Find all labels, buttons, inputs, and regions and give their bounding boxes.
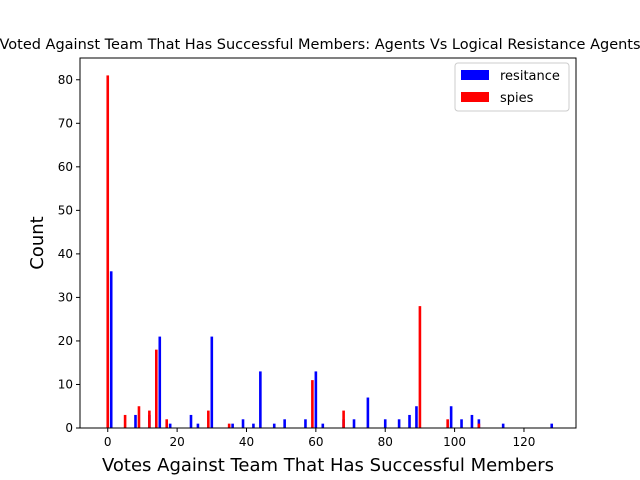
y-tick-label: 60: [58, 160, 73, 174]
bar-resitance: [241, 419, 245, 428]
y-axis-ticks: 0 10 20 30 40 50 60 70 80: [58, 73, 80, 435]
chart-title: Voted Against Team That Has Successful M…: [0, 37, 640, 53]
legend-swatch-resitance: [461, 70, 489, 80]
bar-resitance: [415, 406, 418, 428]
bar-resitance: [231, 423, 234, 428]
bar-resitance: [283, 419, 286, 428]
bar-resitance: [408, 414, 411, 428]
bar-resitance: [304, 419, 307, 428]
legend-swatch-spies: [461, 92, 489, 102]
x-tick-label: 60: [308, 435, 323, 449]
axes-frame: [79, 57, 577, 429]
y-tick-label: 50: [58, 203, 73, 217]
bar-spies: [148, 410, 151, 428]
bar-resitance: [449, 406, 453, 428]
bar-spies: [446, 419, 449, 428]
y-tick-label: 0: [65, 421, 73, 435]
bar-resitance: [272, 423, 276, 428]
x-tick-label: 40: [239, 435, 254, 449]
x-tick-label: 80: [378, 435, 393, 449]
bar-spies: [311, 380, 314, 428]
bar-spies: [165, 419, 169, 428]
bar-resitance: [397, 419, 401, 428]
bar-resitance: [168, 423, 172, 428]
bar-spies: [123, 414, 127, 428]
bar-resitance: [470, 414, 474, 428]
y-tick-label: 80: [58, 73, 73, 87]
bar-resitance: [366, 397, 370, 428]
bar-resitance: [321, 423, 325, 428]
bar-spies: [155, 349, 158, 428]
bar-spies: [477, 423, 481, 428]
legend: resitance spies: [454, 62, 570, 112]
bar-resitance: [352, 419, 356, 428]
bar-resitance: [550, 423, 554, 428]
legend-label-spies: spies: [500, 91, 534, 106]
x-tick-label: 0: [104, 435, 112, 449]
bar-resitance: [134, 414, 137, 428]
bar-spies: [106, 75, 110, 428]
bar-spies: [227, 423, 231, 428]
bar-resitance: [460, 419, 463, 428]
bar-resitance: [314, 371, 318, 428]
y-axis-label: Count: [27, 216, 48, 269]
y-tick-label: 40: [58, 247, 73, 261]
series-resitance: [109, 271, 554, 428]
plot-area: [106, 75, 554, 428]
bar-resitance: [259, 371, 262, 428]
bar-spies: [418, 306, 422, 428]
x-tick-label: 120: [513, 435, 536, 449]
legend-label-resitance: resitance: [500, 69, 560, 84]
bar-spies: [207, 410, 210, 428]
bar-resitance: [196, 423, 200, 428]
bar-resitance: [210, 336, 214, 428]
y-tick-label: 20: [58, 334, 73, 348]
y-tick-label: 70: [58, 116, 73, 130]
bar-resitance: [189, 414, 193, 428]
bar-resitance: [109, 271, 113, 428]
series-spies: [106, 75, 481, 428]
x-tick-label: 100: [443, 435, 466, 449]
bar-resitance: [501, 423, 505, 428]
bar-resitance: [383, 419, 387, 428]
y-tick-label: 30: [58, 290, 73, 304]
bar-resitance: [252, 423, 255, 428]
x-axis-ticks: 0 20 40 60 80 100 120: [104, 428, 535, 449]
bar-spies: [342, 410, 345, 428]
bar-resitance: [158, 336, 162, 428]
x-axis-label: Votes Against Team That Has Successful M…: [102, 455, 554, 476]
x-tick-label: 20: [169, 435, 184, 449]
bar-spies: [137, 406, 141, 428]
y-tick-label: 10: [58, 377, 73, 391]
